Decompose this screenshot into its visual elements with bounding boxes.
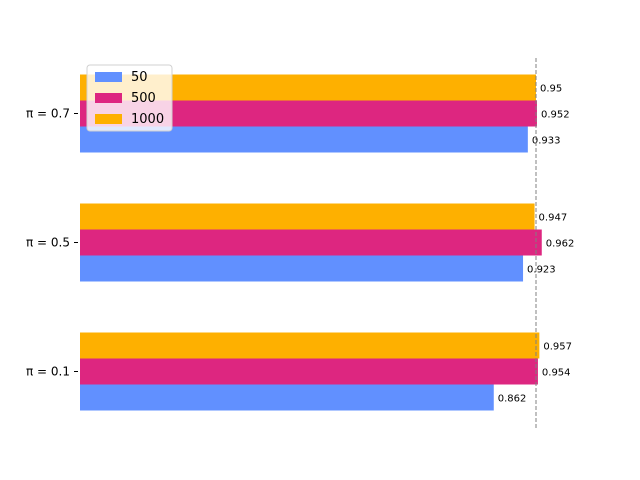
legend-label-500: 500	[131, 91, 156, 106]
bar-500-0	[80, 358, 538, 385]
category-label-2: π = 0.7	[26, 107, 70, 121]
data-label-50-1: 0.923	[527, 265, 556, 276]
category-label-0: π = 0.1	[26, 365, 70, 379]
data-label-50-2: 0.933	[532, 136, 561, 147]
data-label-1000-2: 0.95	[540, 84, 562, 95]
bar-1000-1	[80, 203, 535, 230]
bar-500-1	[80, 229, 542, 256]
bar-50-0	[80, 384, 494, 411]
data-label-500-2: 0.952	[541, 110, 570, 121]
category-label-1: π = 0.5	[26, 236, 70, 250]
legend-swatch-50	[95, 72, 122, 82]
bar-50-1	[80, 255, 524, 282]
bar-1000-0	[80, 332, 540, 359]
data-label-1000-1: 0.947	[539, 213, 568, 224]
data-label-500-0: 0.954	[542, 368, 571, 379]
data-label-1000-0: 0.957	[543, 342, 572, 353]
legend: 50 500 1000	[86, 64, 173, 132]
legend-swatch-500	[95, 93, 122, 103]
data-label-500-1: 0.962	[546, 239, 575, 250]
legend-label-50: 50	[131, 70, 148, 85]
data-label-50-0: 0.862	[498, 394, 527, 405]
legend-label-1000: 1000	[131, 112, 164, 127]
legend-swatch-1000	[95, 114, 122, 124]
